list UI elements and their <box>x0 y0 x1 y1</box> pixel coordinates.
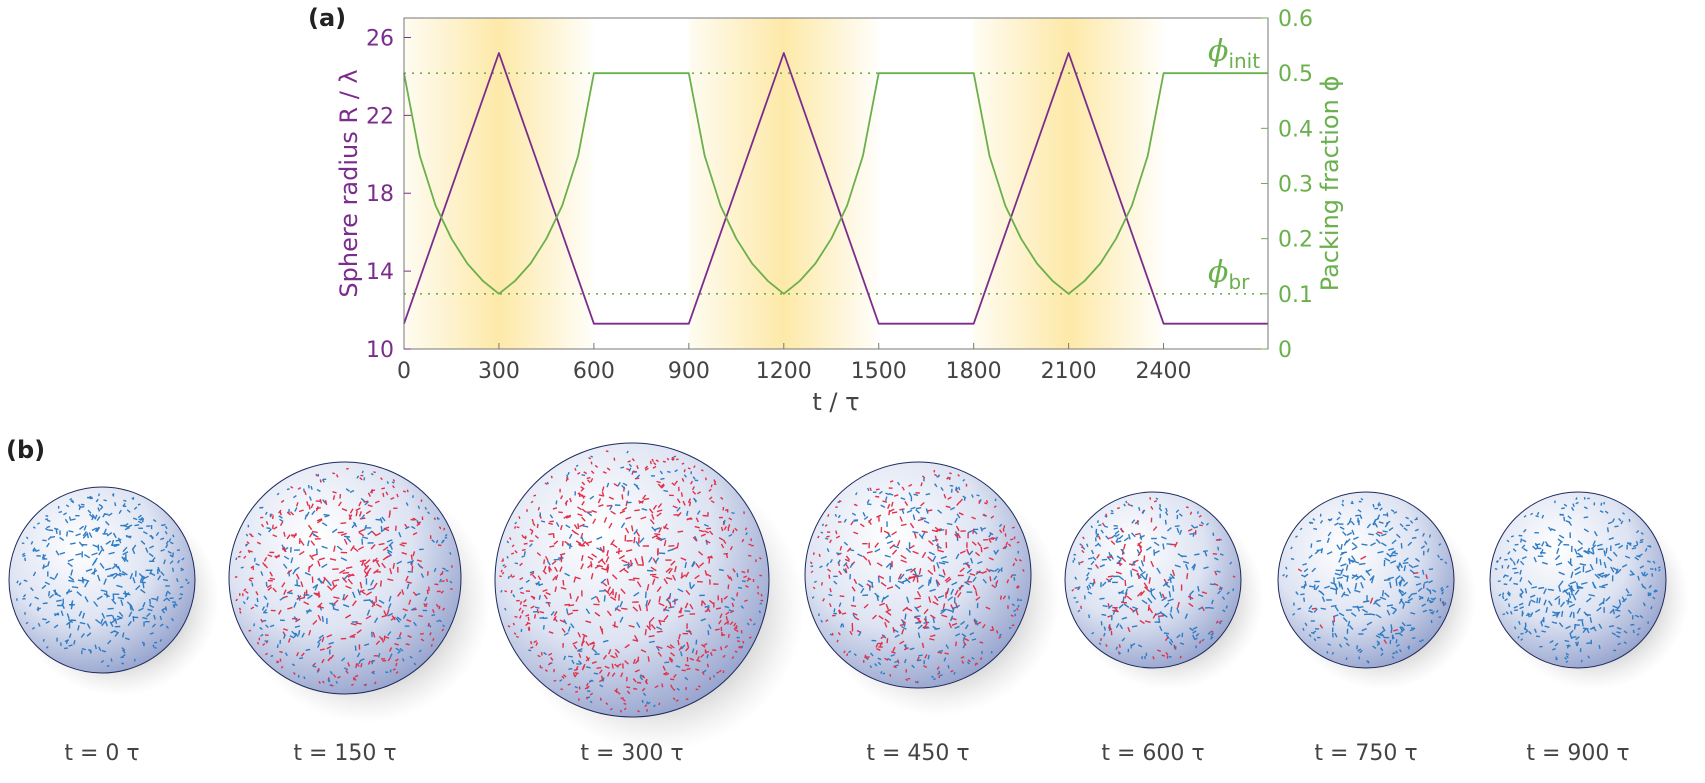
snapshot-6: t = 900 τ <box>1489 491 1689 766</box>
x-tick-label: 2400 <box>1136 359 1192 384</box>
sphere-body <box>1277 491 1455 669</box>
y-left-tick-label: 18 <box>366 182 394 207</box>
mesogen-dashes <box>16 492 190 667</box>
mesogen-dashes <box>1282 497 1449 664</box>
axis-ticks: 0 300 600 900 1200 1500 1800 2100 2400 10 14 18 22 26… <box>366 7 1313 384</box>
snapshot-caption: t = 450 τ <box>866 741 969 766</box>
series-lines <box>403 52 1268 325</box>
x-axis-label: t / τ <box>812 388 859 416</box>
y-left-axis-label: Sphere radius R / λ <box>335 69 363 297</box>
snapshot-0: t = 0 τ <box>8 486 220 766</box>
panel-a-label: (a) <box>308 4 346 32</box>
y-right-tick-label: 0.1 <box>1278 283 1313 308</box>
y-right-tick-label: 0.2 <box>1278 228 1313 253</box>
y-left-tick-label: 26 <box>366 26 394 51</box>
snapshot-3: t = 450 τ <box>804 461 1061 766</box>
mesogen-dashes <box>499 450 764 713</box>
x-tick-label: 1200 <box>756 359 812 384</box>
y-left-tick-label: 22 <box>366 104 394 129</box>
mesogen-dashes <box>809 469 1025 684</box>
mesogen-dashes <box>1494 496 1661 663</box>
reference-label-init: ϕinit <box>1208 34 1260 73</box>
reference-label-br: ϕbr <box>1208 255 1250 294</box>
snapshot-caption: t = 300 τ <box>580 741 683 766</box>
snapshot-5: t = 750 τ <box>1277 491 1477 766</box>
y-right-tick-label: 0 <box>1278 338 1292 363</box>
snapshot-1: t = 150 τ <box>228 461 492 766</box>
y-right-tick-label: 0.6 <box>1278 7 1313 32</box>
x-tick-label: 2100 <box>1041 359 1097 384</box>
mesogen-dashes <box>1071 497 1236 660</box>
snapshot-caption: t = 900 τ <box>1526 741 1629 766</box>
x-tick-label: 1800 <box>946 359 1002 384</box>
snapshot-caption: t = 750 τ <box>1314 741 1417 766</box>
mesogen-dashes <box>234 467 453 687</box>
shaded-intervals <box>404 18 1164 349</box>
snapshot-row: t = 0 τ t = 150 τ t = 300 τ t = 450 τ t = 60… <box>8 442 1689 766</box>
x-tick-label: 300 <box>478 359 520 384</box>
y-right-tick-label: 0.3 <box>1278 173 1313 198</box>
snapshot-caption: t = 0 τ <box>64 741 139 766</box>
sphere-body <box>1064 491 1242 669</box>
y-left-tick-label: 14 <box>366 260 394 285</box>
y-right-axis-label: Packing fraction ϕ <box>1316 76 1344 292</box>
shaded-interval-2 <box>973 18 1164 349</box>
snapshot-2: t = 300 τ <box>494 442 805 766</box>
panel-b-label: (b) <box>6 436 45 464</box>
y-left-tick-label: 10 <box>366 338 394 363</box>
y-right-tick-label: 0.5 <box>1278 62 1313 87</box>
sphere-body <box>1489 491 1667 669</box>
shaded-interval-0 <box>404 18 594 349</box>
x-tick-label: 600 <box>573 359 615 384</box>
snapshot-4: t = 600 τ <box>1064 491 1264 766</box>
x-tick-label: 900 <box>668 359 710 384</box>
series-line-radius <box>403 52 1268 325</box>
snapshot-caption: t = 600 τ <box>1101 741 1204 766</box>
shaded-interval-1 <box>688 18 879 349</box>
y-right-tick-label: 0.4 <box>1278 117 1313 142</box>
x-tick-label: 1500 <box>851 359 907 384</box>
x-tick-label: 0 <box>397 359 411 384</box>
series-line-packing <box>403 72 1268 295</box>
snapshot-caption: t = 150 τ <box>293 741 396 766</box>
